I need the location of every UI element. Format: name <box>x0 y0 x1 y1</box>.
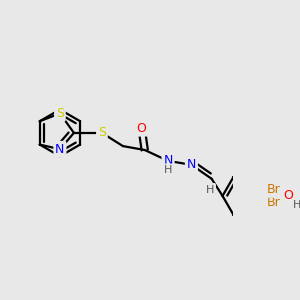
Text: O: O <box>137 122 147 135</box>
Text: H: H <box>293 200 300 210</box>
Text: S: S <box>98 126 106 140</box>
Text: S: S <box>56 107 64 120</box>
Text: N: N <box>55 143 64 156</box>
Text: Br: Br <box>267 183 281 196</box>
Text: Br: Br <box>267 196 281 209</box>
Text: O: O <box>283 189 293 202</box>
Text: N: N <box>164 154 173 167</box>
Text: H: H <box>164 165 172 175</box>
Text: N: N <box>187 158 196 171</box>
Text: H: H <box>206 185 214 195</box>
